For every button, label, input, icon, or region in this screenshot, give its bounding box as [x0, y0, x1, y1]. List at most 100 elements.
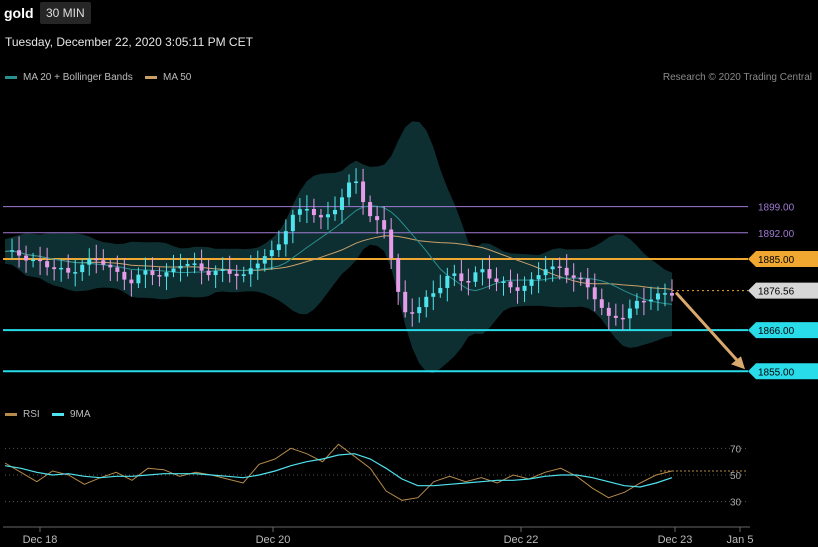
candle-body: [459, 273, 464, 282]
candle-body: [213, 270, 218, 276]
candle-body: [438, 287, 443, 294]
candle-body: [276, 244, 281, 251]
candle-body: [17, 250, 22, 256]
candle-body: [606, 307, 611, 316]
candle-body: [206, 270, 211, 276]
candle-body: [557, 266, 562, 268]
rsi-tick-label: 70: [730, 444, 742, 455]
candle-body: [466, 281, 471, 283]
candle-body: [255, 263, 260, 269]
candle-body: [578, 277, 583, 280]
candle-body: [304, 208, 309, 211]
ma20-line: [4, 205, 673, 305]
candle-body: [101, 260, 106, 265]
bollinger-band: [5, 121, 672, 374]
rsi-tick-label: 30: [730, 498, 742, 509]
candle-body: [73, 272, 78, 274]
candle-body: [80, 264, 85, 273]
candle-body: [396, 258, 401, 292]
forecast-arrow-shaft: [674, 291, 740, 363]
candle-body: [494, 278, 499, 282]
candle-body: [290, 214, 295, 232]
candle-body: [87, 258, 92, 265]
candle-body: [199, 263, 204, 271]
candle-body: [431, 293, 436, 297]
candle-body: [480, 269, 485, 273]
candle-body: [164, 272, 169, 277]
candle-body: [192, 263, 197, 265]
candle-body: [445, 275, 450, 288]
symbol-name: gold: [4, 5, 34, 21]
rsi-line: [4, 443, 673, 501]
candle-body: [508, 281, 513, 288]
candle-body: [234, 273, 239, 276]
candle-body: [269, 250, 274, 257]
candle-body: [452, 273, 457, 276]
candle-body: [473, 272, 478, 282]
rsi-ma-swatch: [52, 412, 64, 416]
candle-body: [571, 275, 576, 278]
x-axis-label: Dec 23: [658, 534, 693, 546]
x-axis-label: Dec 18: [23, 534, 58, 546]
candle-body: [403, 291, 408, 313]
candle-body: [325, 214, 330, 218]
candle-body: [529, 279, 534, 286]
candle-body: [318, 215, 323, 218]
candle-body: [297, 209, 302, 215]
legend-rsi-label: RSI: [23, 409, 40, 420]
candle-body: [662, 293, 667, 295]
level-label-1866.00: 1866.00: [758, 326, 795, 337]
legend-ma20-label: MA 20 + Bollinger Bands: [23, 72, 133, 83]
level-label-1899.00: 1899.00: [758, 203, 795, 214]
candle-body: [410, 312, 415, 314]
candle-body: [368, 202, 373, 217]
level-label-1876.56: 1876.56: [758, 287, 795, 298]
candle-body: [389, 229, 394, 259]
candle-body: [627, 308, 632, 319]
candle-body: [157, 275, 162, 277]
candle-body: [94, 258, 99, 261]
candle-body: [536, 275, 541, 280]
candle-body: [599, 299, 604, 308]
top-bar: gold 30 MIN: [0, 0, 818, 28]
level-label-1885.00: 1885.00: [758, 255, 795, 266]
candle-body: [248, 268, 253, 275]
candle-body: [171, 268, 176, 273]
forecast-arrow-head: [731, 356, 745, 370]
candle-body: [487, 269, 492, 279]
level-tag-1885.00: [748, 251, 818, 267]
legend-ma20: MA 20 + Bollinger Bands: [5, 72, 133, 83]
candle-body: [592, 287, 597, 300]
candle-body: [543, 269, 548, 276]
candle-body: [227, 269, 232, 274]
candle-body: [347, 182, 352, 198]
candle-body: [241, 274, 246, 276]
candle-body: [31, 259, 36, 262]
rsi-swatch: [5, 412, 17, 416]
ma50-line: [4, 235, 673, 290]
candle-body: [143, 270, 148, 275]
candle-body: [620, 317, 625, 320]
candle-body: [52, 267, 57, 270]
candle-body: [262, 256, 267, 264]
candle-body: [655, 293, 660, 300]
candle-body: [361, 181, 366, 203]
timeframe-button[interactable]: 30 MIN: [40, 2, 91, 24]
candle-body: [220, 269, 225, 271]
level-tag-1876.56: [748, 282, 818, 299]
candle-body: [178, 265, 183, 269]
candle-body: [59, 267, 64, 270]
rsi-tick-label: 50: [730, 471, 742, 482]
candle-body: [382, 220, 387, 230]
ma20-swatch: [5, 75, 17, 79]
candle-body: [417, 307, 422, 314]
candle-body: [424, 296, 429, 308]
candle-body: [115, 267, 120, 272]
candle-body: [585, 278, 590, 288]
candle-body: [311, 208, 316, 216]
candle-body: [634, 300, 639, 309]
level-label-1855.00: 1855.00: [758, 367, 795, 378]
level-label-1892.00: 1892.00: [758, 229, 795, 240]
credit-text: Research © 2020 Trading Central: [662, 72, 812, 83]
